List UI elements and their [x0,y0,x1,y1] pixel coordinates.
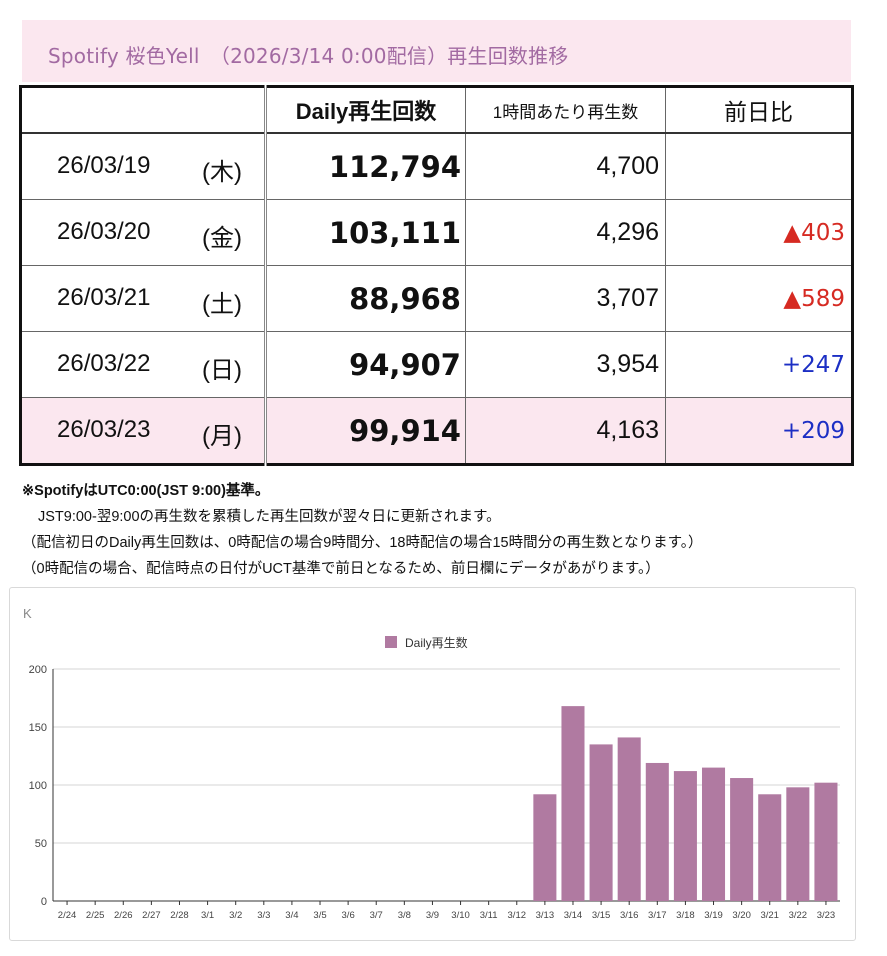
bar [533,794,557,901]
weekday-value: (月) [202,423,242,450]
day-diff-cell: ▲589 [665,265,854,332]
weekday-value: (金) [202,225,242,252]
x-tick-label: 3/2 [229,910,242,921]
daily-plays-cell: 94,907 [265,331,466,398]
day-diff-cell: +247 [665,331,854,398]
daily-plays-cell: 103,111 [265,199,466,266]
header-day-diff: 前日比 [665,85,854,134]
x-tick-label: 3/6 [342,910,355,921]
date-value: 26/03/21 [57,284,151,311]
hourly-plays-cell: 4,700 [465,132,666,200]
note-line: （0時配信の場合、配信時点の日付がUCT基準で前日となるため、前日欄にデータがあ… [22,561,660,577]
notes: ※SpotifyはUTC0:00(JST 9:00)基準。 JST9:00-翌9… [22,478,872,582]
bar [701,767,726,901]
bar [589,744,613,901]
page-title: Spotify 桜色Yell （2026/3/14 0:00配信）再生回数推移 [48,44,569,68]
y-tick-label: 200 [29,664,47,676]
bar [730,778,754,901]
date-value: 26/03/19 [57,152,151,179]
x-tick-label: 3/8 [398,910,411,921]
x-tick-label: 3/11 [480,910,498,921]
weekday-value: (土) [202,291,242,318]
weekday-value: (日) [202,357,242,384]
y-tick-label: 100 [29,780,47,792]
x-tick-label: 3/1 [201,910,214,921]
x-tick-label: 3/13 [536,910,555,921]
x-tick-label: 3/19 [704,910,723,921]
x-tick-label: 3/17 [648,910,667,921]
x-tick-label: 2/26 [114,910,133,921]
x-tick-label: 3/10 [451,910,470,921]
x-tick-label: 2/28 [170,910,189,921]
x-tick-label: 3/9 [426,910,439,921]
note-line: （配信初日のDaily再生回数は、0時配信の場合9時間分、18時配信の場合15時… [22,535,703,551]
x-tick-label: 2/27 [142,910,161,921]
daily-plays-cell: 112,794 [265,132,466,200]
daily-plays-cell: 99,914 [265,397,466,466]
table-header-row: Daily再生回数 1時間あたり再生数 前日比 [19,85,854,134]
bar [673,771,697,901]
bar [561,706,585,901]
bar [617,737,641,901]
x-tick-label: 3/15 [592,910,611,921]
title-band [22,20,851,82]
legend-swatch [385,636,397,648]
table-row: 26/03/19 (木) 112,794 4,700 [19,132,854,200]
header-date [19,85,267,134]
day-diff-cell: +209 [665,397,854,466]
table-row-highlighted: 26/03/23 (月) 99,914 4,163 +209 [19,397,854,466]
x-tick-label: 3/12 [508,910,527,921]
x-tick-label: 3/21 [760,910,779,921]
x-tick-label: 3/3 [257,910,270,921]
day-diff-cell [665,132,854,200]
x-tick-label: 3/20 [732,910,751,921]
bar [814,782,838,901]
x-tick-label: 3/16 [620,910,639,921]
date-cell: 26/03/20 (金) [19,199,267,266]
x-tick-label: 3/18 [676,910,695,921]
stats-table: Daily再生回数 1時間あたり再生数 前日比 26/03/19 (木) 112… [19,85,854,466]
note-line: JST9:00-翌9:00の再生数を累積した再生回数が翌々日に更新されます。 [38,509,501,525]
hourly-plays-cell: 4,296 [465,199,666,266]
hourly-plays-cell: 3,707 [465,265,666,332]
y-tick-label: 150 [29,722,47,734]
bar [786,787,810,901]
daily-plays-cell: 88,968 [265,265,466,332]
x-tick-label: 2/25 [86,910,105,921]
date-cell: 26/03/19 (木) [19,132,267,200]
y-tick-label: 0 [41,896,47,908]
chart-canvas: K Daily再生数 0 50 100 150 200 2/24 2/25 2/26 2/27 2/2… [23,606,840,921]
header-hourly-plays: 1時間あたり再生数 [465,85,666,134]
date-value: 26/03/20 [57,218,151,245]
date-value: 26/03/22 [57,350,151,377]
note-line: ※SpotifyはUTC0:00(JST 9:00)基準。 [22,483,270,499]
x-tick-label: 3/23 [817,910,836,921]
bar [758,794,782,901]
day-diff-cell: ▲403 [665,199,854,266]
x-tick-label: 3/14 [564,910,583,921]
date-cell: 26/03/22 (日) [19,331,267,398]
y-tick-label: 50 [35,838,47,850]
table-row: 26/03/22 (日) 94,907 3,954 +247 [19,331,854,398]
x-tick-label: 3/5 [313,910,326,921]
date-value: 26/03/23 [57,416,151,443]
bar [645,762,669,901]
header-daily-plays: Daily再生回数 [265,85,466,134]
bar-chart: K Daily再生数 0 50 100 150 200 2/24 2/25 2/26 2/27 2/2… [9,587,856,941]
table-row: 26/03/20 (金) 103,111 4,296 ▲403 [19,199,854,266]
x-tick-label: 3/7 [370,910,383,921]
chart-unit-label: K [23,606,32,621]
hourly-plays-cell: 3,954 [465,331,666,398]
legend-label: Daily再生数 [405,635,468,650]
weekday-value: (木) [202,159,242,186]
hourly-plays-cell: 4,163 [465,397,666,466]
x-tick-label: 3/4 [285,910,298,921]
date-cell: 26/03/21 (土) [19,265,267,332]
x-tick-label: 3/22 [789,910,808,921]
table-row: 26/03/21 (土) 88,968 3,707 ▲589 [19,265,854,332]
date-cell: 26/03/23 (月) [19,397,267,466]
x-tick-label: 2/24 [58,910,77,921]
